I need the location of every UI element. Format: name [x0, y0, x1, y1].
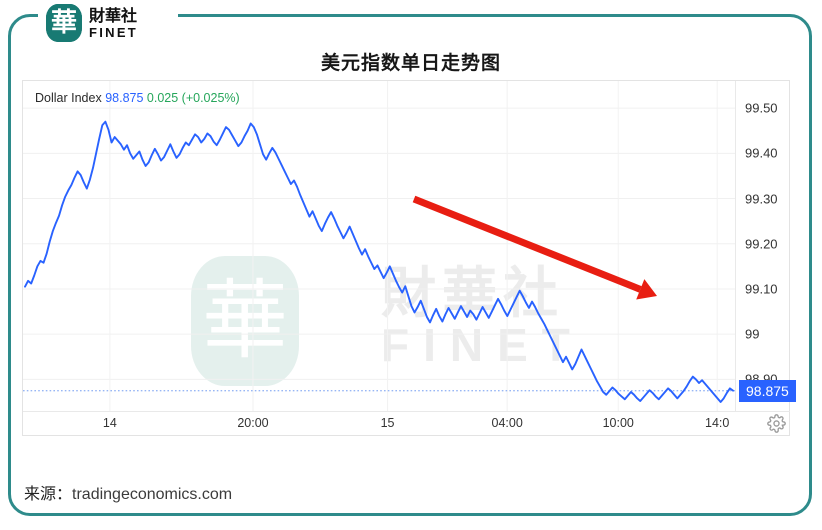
legend-last-price: 98.875 [105, 91, 144, 105]
legend-change: 0.025 [146, 91, 179, 105]
y-axis-tick: 99 [745, 326, 760, 342]
y-axis-tick: 99.40 [745, 145, 778, 161]
chart-legend: Dollar Index 98.875 0.025 (+0.025%) [35, 91, 240, 105]
y-axis-tick: 99.20 [745, 236, 778, 252]
price-line-chart [23, 81, 735, 411]
x-axis: 14 20:00 15 04:00 10:00 14:0 [23, 411, 790, 437]
current-price-badge: 98.875 [739, 379, 796, 402]
legend-series-name: Dollar Index [35, 91, 102, 105]
finet-logo-icon: 華 [46, 4, 82, 42]
x-axis-tick: 14:0 [705, 416, 730, 430]
source-line: 来源：tradingeconomics.com [24, 480, 232, 504]
vertical-gridlines [109, 81, 718, 411]
chart-panel: 華 財華社 FINET 99.50 99.40 99.30 99.20 99.10 99 9… [22, 80, 796, 437]
brand-logo: 華 財華社 FINET [46, 2, 138, 44]
x-axis-tick: 20:00 [237, 416, 269, 430]
brand-name-en: FINET [89, 24, 139, 40]
x-axis-tick: 14 [102, 416, 117, 430]
gridlines [23, 107, 735, 380]
y-axis-tick: 99.10 [745, 281, 778, 297]
x-axis-tick: 04:00 [491, 416, 523, 430]
y-axis-tick: 99.30 [745, 191, 778, 207]
downtrend-arrow-annotation [412, 195, 657, 300]
y-axis-tick: 99.50 [745, 100, 778, 116]
price-line [24, 120, 734, 403]
brand-name-cn: 財華社 [89, 5, 138, 25]
chart-plot-area[interactable]: 華 財華社 FINET [23, 81, 735, 411]
source-url: tradingeconomics.com [72, 486, 233, 503]
gear-icon[interactable] [767, 414, 786, 433]
legend-change-percent: (+0.025%) [181, 91, 240, 105]
x-axis-tick: 15 [380, 416, 395, 430]
x-axis-tick: 10:00 [602, 416, 634, 430]
source-label: 来源： [24, 484, 73, 503]
brand-logo-text: 財華社 FINET [89, 5, 139, 40]
page-title: 美元指数单日走势图 [320, 52, 501, 74]
